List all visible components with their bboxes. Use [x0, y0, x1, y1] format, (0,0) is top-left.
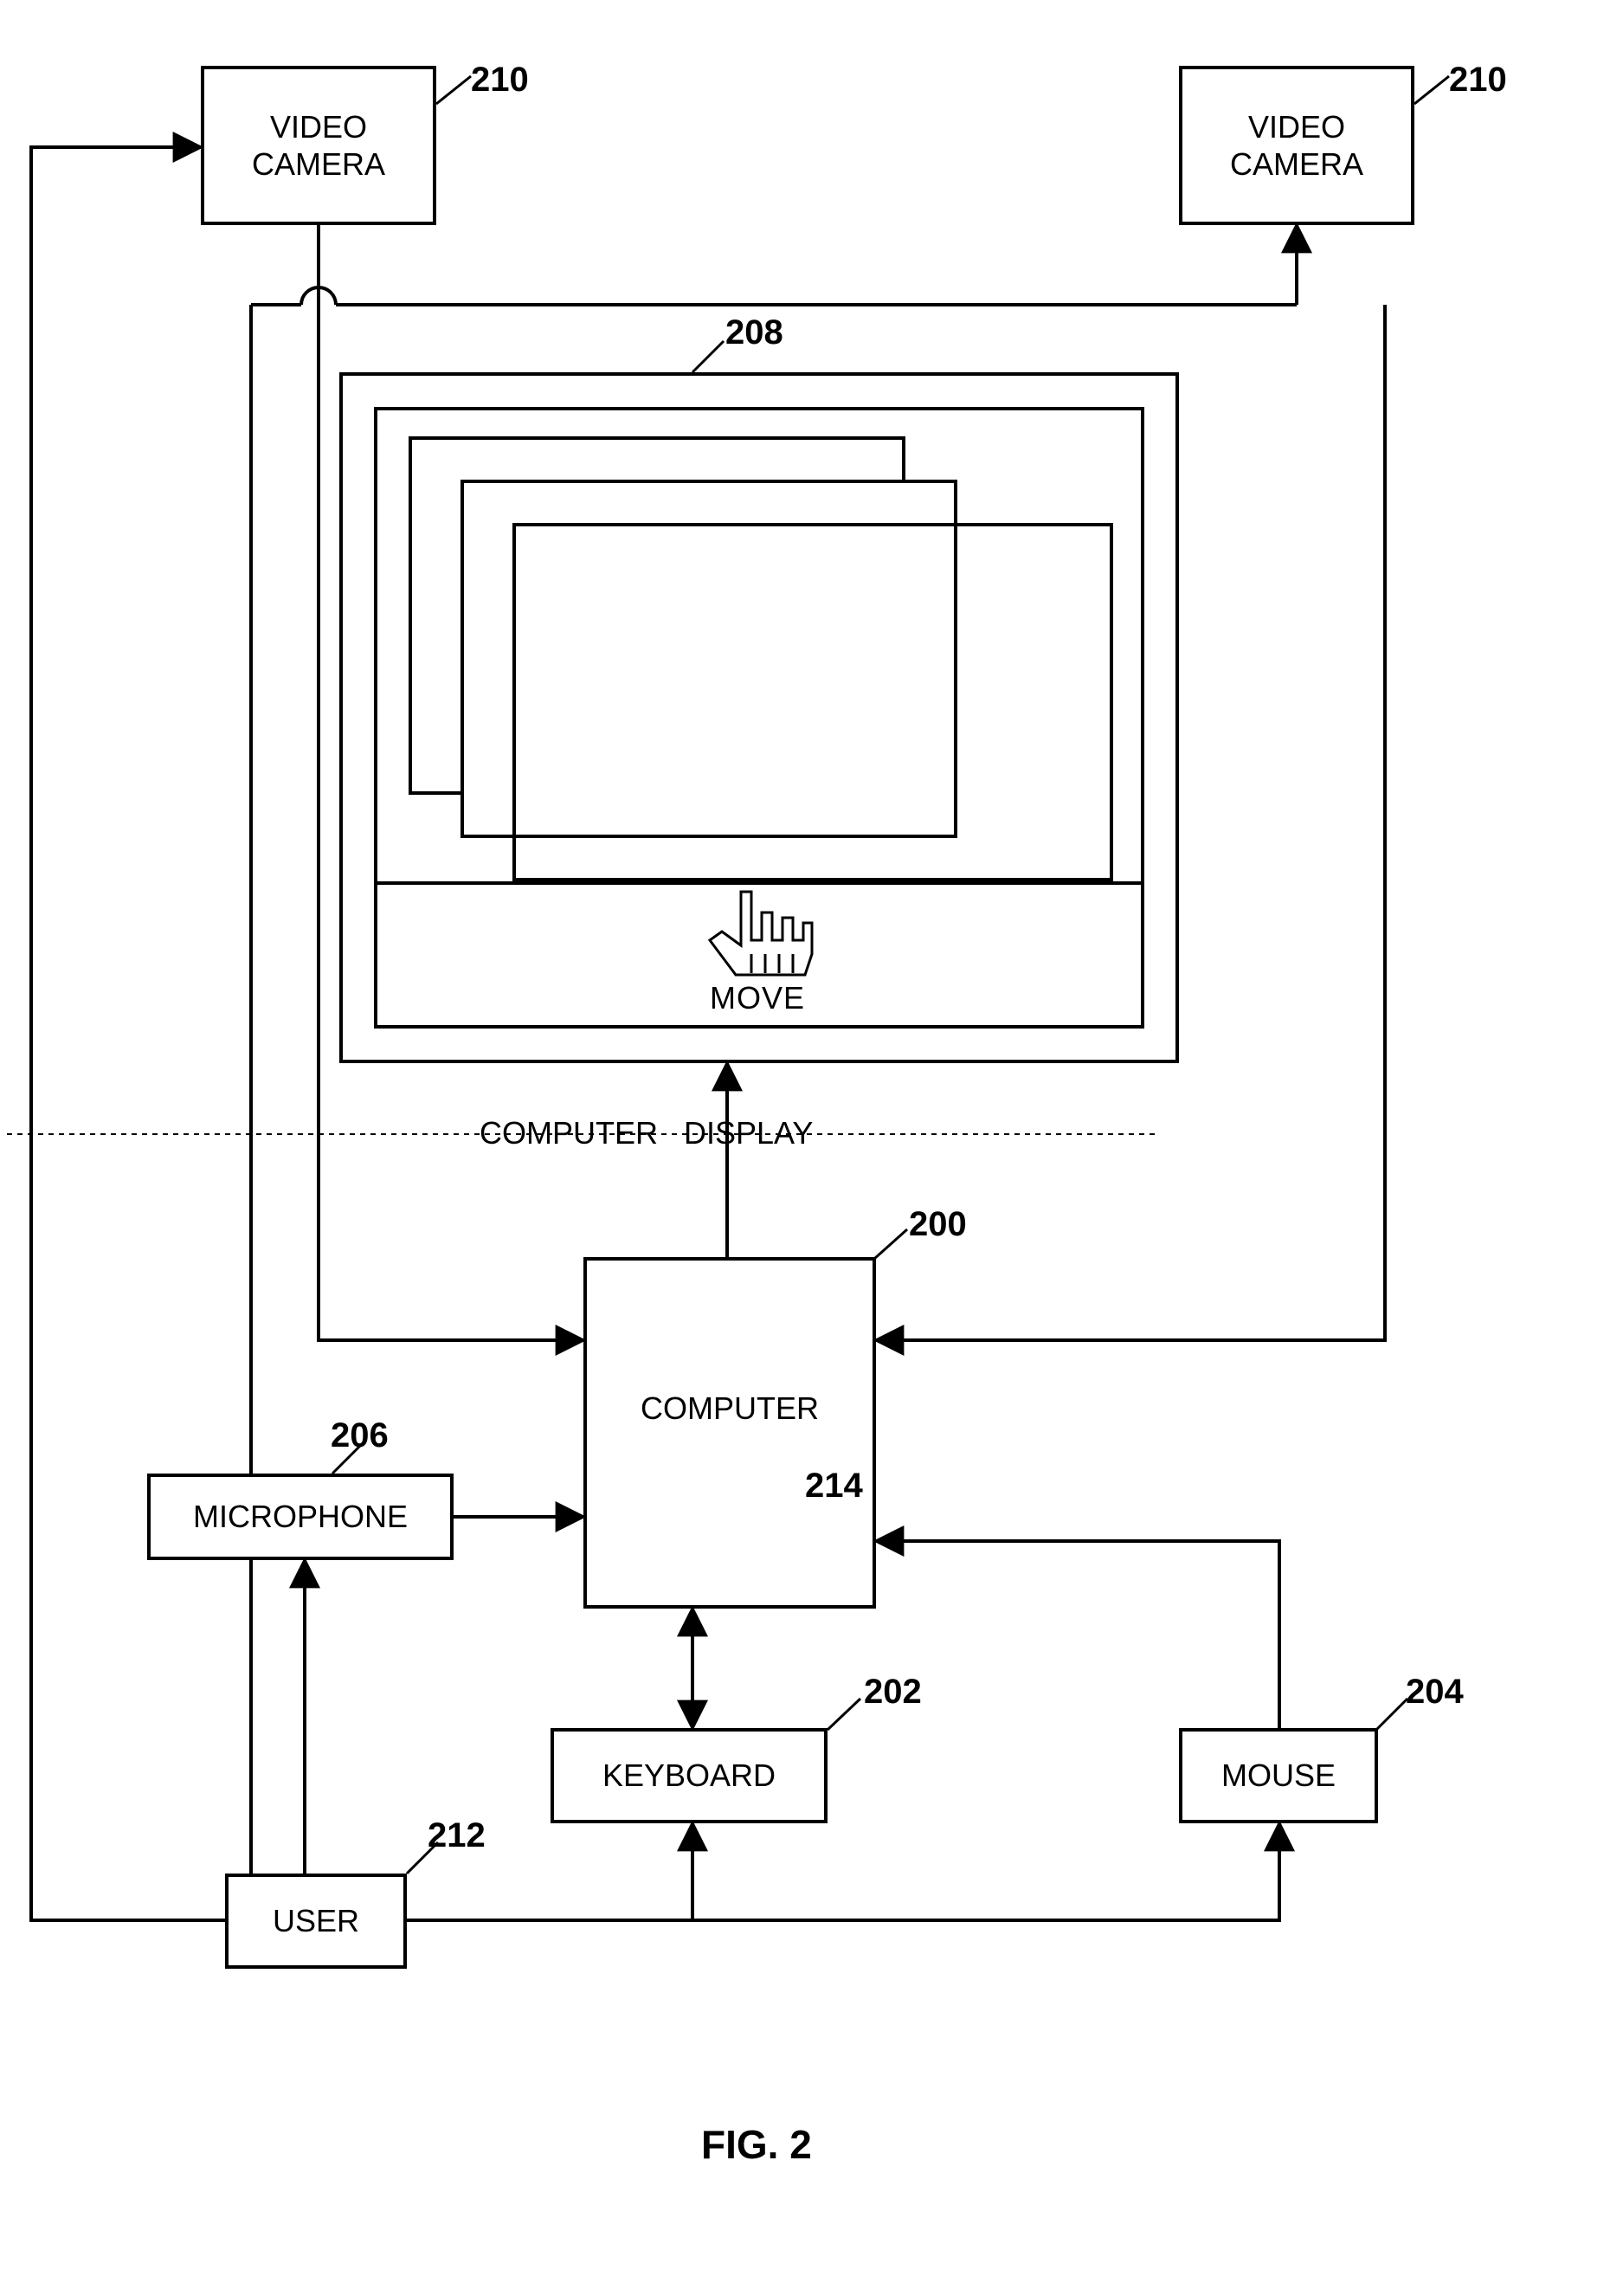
computer-display-label: COMPUTER DISPLAY: [480, 1115, 813, 1151]
move-label: MOVE: [710, 980, 805, 1016]
keyboard-label: KEYBOARD: [602, 1757, 776, 1794]
mouse-label: MOUSE: [1221, 1757, 1336, 1794]
ref-210-right: 210: [1449, 61, 1507, 100]
video-camera-left-label: VIDEO CAMERA: [252, 108, 385, 183]
video-camera-right-box: VIDEO CAMERA: [1179, 66, 1414, 225]
ref-202: 202: [864, 1673, 922, 1712]
computer-label: COMPUTER: [641, 1390, 819, 1427]
ref-208: 208: [725, 313, 783, 352]
ref-212: 212: [428, 1816, 486, 1855]
ref-214: 214: [805, 1467, 863, 1506]
ref-200: 200: [909, 1205, 967, 1244]
ref-210-left: 210: [471, 61, 529, 100]
figure-title: FIG. 2: [701, 2121, 812, 2168]
ref-204: 204: [1406, 1673, 1464, 1712]
ref-206: 206: [331, 1416, 389, 1455]
diagram-canvas: VIDEO CAMERA 210 VIDEO CAMERA 210 208 MO…: [0, 0, 1623, 2296]
microphone-box: MICROPHONE: [147, 1474, 454, 1560]
display-inner-box: [374, 407, 1144, 1029]
microphone-label: MICROPHONE: [193, 1499, 408, 1535]
mouse-box: MOUSE: [1179, 1728, 1378, 1823]
computer-box: COMPUTER: [583, 1257, 876, 1609]
video-camera-right-label: VIDEO CAMERA: [1230, 108, 1363, 183]
keyboard-box: KEYBOARD: [551, 1728, 828, 1823]
user-box: USER: [225, 1874, 407, 1969]
user-label: USER: [273, 1903, 359, 1939]
video-camera-left-box: VIDEO CAMERA: [201, 66, 436, 225]
